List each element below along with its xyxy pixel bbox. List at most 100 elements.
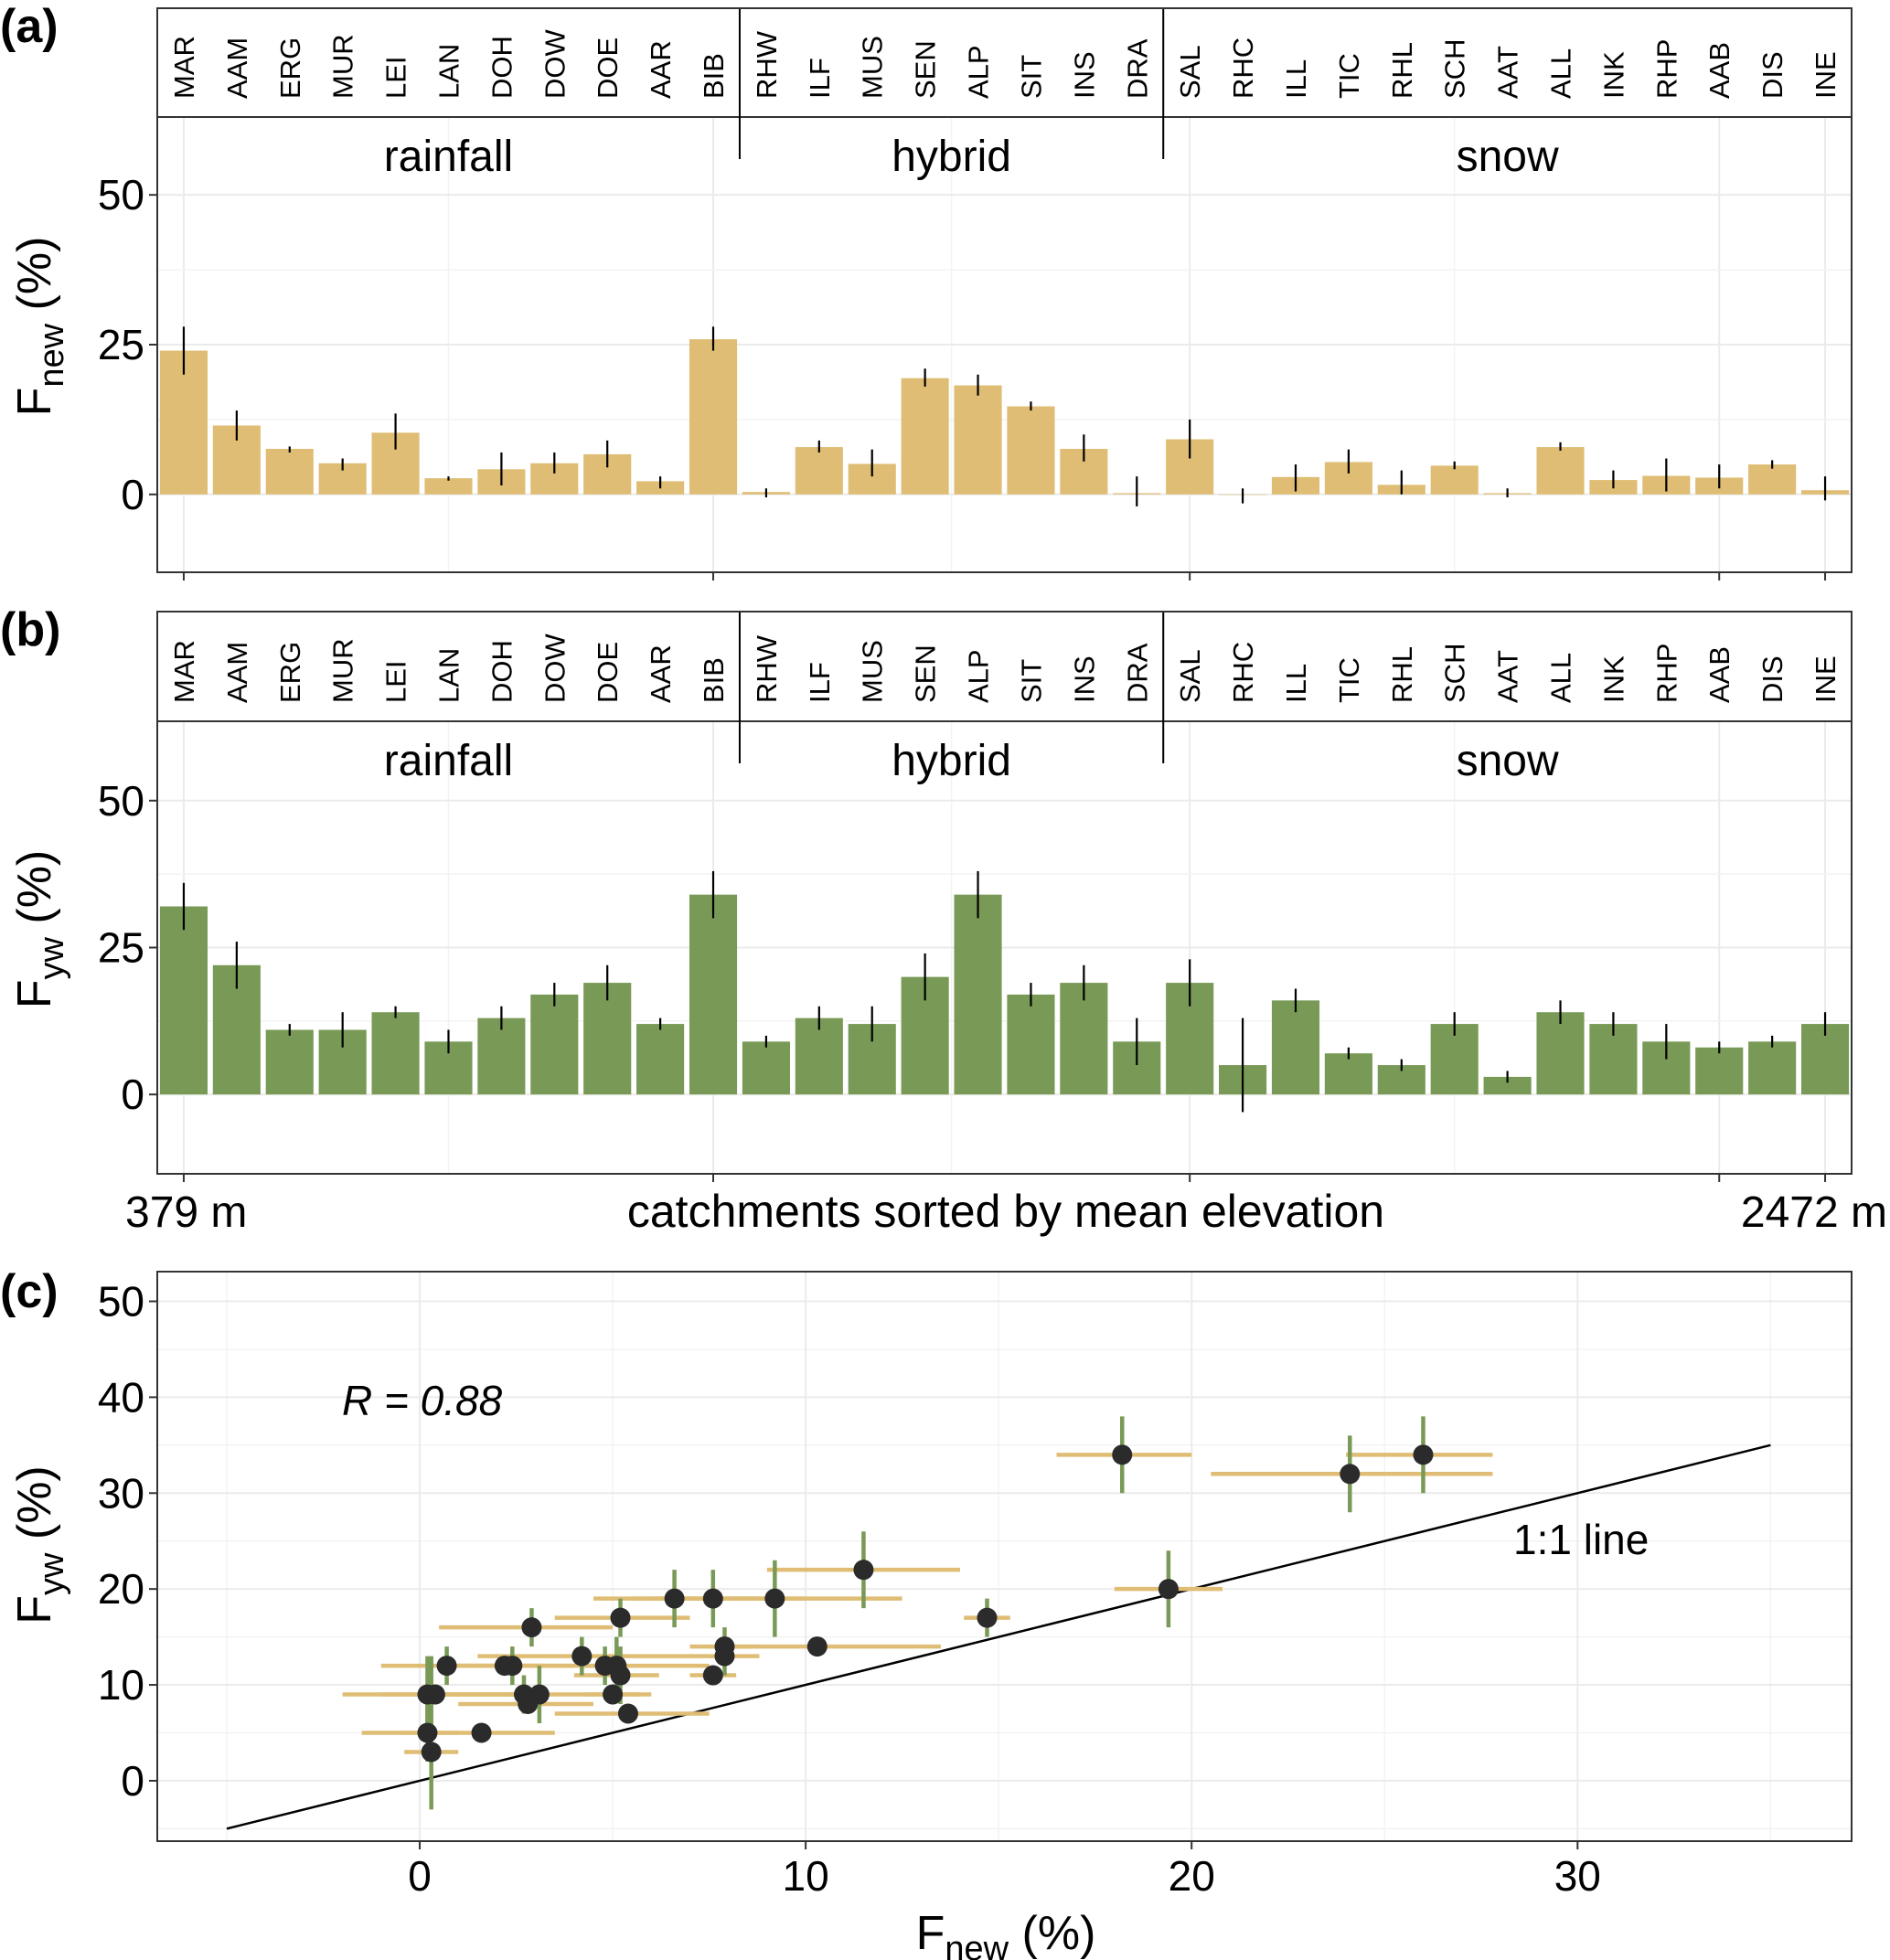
bar-dis <box>1748 464 1797 495</box>
catchment-label-bib: BIB <box>698 657 730 703</box>
one-to-one-line <box>226 1443 1771 1830</box>
bar-bib <box>689 339 738 495</box>
catchment-label-rhc: RHC <box>1227 642 1259 703</box>
bar-doe <box>583 983 632 1095</box>
catchment-label-tic: TIC <box>1333 657 1365 703</box>
data-point <box>417 1722 438 1743</box>
data-point <box>617 1703 638 1724</box>
catchment-label-aam: AAM <box>221 642 253 703</box>
data-point <box>1413 1444 1434 1465</box>
bar-lan <box>424 478 473 495</box>
catchment-label-sch: SCH <box>1439 39 1471 99</box>
y-tick-label: 25 <box>98 924 144 972</box>
bar-bib <box>689 894 738 1095</box>
y-tick-label: 20 <box>98 1565 144 1613</box>
y-tick-label: 40 <box>98 1373 144 1421</box>
catchment-label-sen: SEN <box>910 40 942 99</box>
data-point <box>664 1588 685 1609</box>
catchment-label-mur: MUR <box>327 34 359 99</box>
catchment-label-dis: DIS <box>1757 51 1789 99</box>
x-tick-label: 30 <box>1554 1852 1601 1900</box>
catchment-label-tic: TIC <box>1333 53 1365 99</box>
group-label-snow: snow <box>1457 737 1559 785</box>
y-tick-label: 25 <box>98 321 144 368</box>
catchment-label-lan: LAN <box>432 648 464 703</box>
x-tick-label: 10 <box>783 1852 829 1900</box>
catchment-label-dis: DIS <box>1757 655 1789 703</box>
catchment-label-aam: AAM <box>221 37 253 99</box>
catchment-label-rhc: RHC <box>1227 37 1259 99</box>
group-label-hybrid: hybrid <box>892 737 1011 785</box>
data-point <box>853 1560 874 1581</box>
panel-letter-a: (a) <box>0 0 59 53</box>
data-point <box>702 1665 723 1686</box>
data-point <box>603 1684 624 1705</box>
catchment-label-doh: DOH <box>486 36 518 99</box>
one-to-one-line-label: 1:1 line <box>1513 1516 1649 1563</box>
bar-ins <box>1060 983 1108 1095</box>
bar-alp <box>954 385 1002 495</box>
group-label-rainfall: rainfall <box>384 133 513 181</box>
strip-background <box>156 611 1853 722</box>
x-caption-elevation: catchments sorted by mean elevation <box>627 1186 1384 1237</box>
catchment-label-ill: ILL <box>1280 664 1312 703</box>
data-point <box>702 1588 723 1609</box>
bar-all <box>1536 1012 1585 1095</box>
y-tick-label: 0 <box>121 1071 144 1118</box>
bar-sen <box>901 378 949 495</box>
catchment-label-ins: INS <box>1068 655 1100 703</box>
panel-letter-b: (b) <box>0 603 60 656</box>
catchment-label-rhw: RHW <box>751 634 783 703</box>
bar-doh <box>477 1017 526 1095</box>
data-point <box>1158 1579 1179 1600</box>
catchment-label-sch: SCH <box>1439 644 1471 703</box>
catchment-label-mar: MAR <box>168 640 200 703</box>
bar-erg <box>265 1029 314 1095</box>
catchment-label-mus: MUS <box>857 36 889 99</box>
catchment-label-rhp: RHP <box>1650 39 1682 99</box>
bar-tic <box>1324 1053 1372 1095</box>
catchment-label-ink: INK <box>1597 655 1629 703</box>
catchment-label-aat: AAT <box>1492 46 1524 99</box>
bar-aab <box>1695 1047 1744 1095</box>
catchment-label-rhl: RHL <box>1386 646 1418 703</box>
catchment-label-ine: INE <box>1810 655 1842 703</box>
y-tick-label: 0 <box>121 1757 144 1805</box>
data-point <box>571 1646 593 1667</box>
group-label-hybrid: hybrid <box>892 133 1011 181</box>
catchment-label-ill: ILL <box>1280 59 1312 99</box>
y-tick-label: 50 <box>98 171 144 218</box>
bar-sch <box>1430 465 1479 495</box>
catchment-label-erg: ERG <box>274 642 306 703</box>
data-point <box>436 1656 457 1677</box>
y-tick-label: 50 <box>98 777 144 825</box>
x-tick-label: 20 <box>1169 1852 1215 1900</box>
data-point <box>594 1656 615 1677</box>
catchment-label-rhw: RHW <box>751 30 783 99</box>
plot-frame <box>156 7 1853 573</box>
bar-all <box>1536 447 1585 495</box>
catchment-label-ilf: ILF <box>804 58 836 99</box>
bar-aat <box>1483 1076 1532 1095</box>
catchment-label-mus: MUS <box>857 640 889 703</box>
catchment-label-lan: LAN <box>432 44 464 99</box>
catchment-label-rhp: RHP <box>1650 644 1682 703</box>
catchment-label-aat: AAT <box>1492 650 1524 703</box>
catchment-label-sen: SEN <box>910 644 942 703</box>
bar-mar <box>159 906 208 1095</box>
data-point <box>417 1684 438 1705</box>
catchment-label-alp: ALP <box>963 649 995 703</box>
catchment-label-ins: INS <box>1068 51 1100 99</box>
catchment-label-erg: ERG <box>274 37 306 99</box>
catchment-label-sit: SIT <box>1015 659 1047 703</box>
bar-rhw <box>742 1041 790 1095</box>
bar-ill <box>1271 1000 1320 1095</box>
data-point <box>1112 1444 1133 1465</box>
data-point <box>421 1742 442 1763</box>
catchment-label-sal: SAL <box>1174 45 1206 99</box>
data-point <box>471 1722 492 1743</box>
catchment-label-doe: DOE <box>592 642 624 703</box>
y-axis-title: Fyw (%) <box>8 1465 71 1624</box>
panel-c: 0 10 20 30 0 10 20 30 40 50 R = 0.88 1:1 line Fnew (… <box>8 1271 1853 1960</box>
